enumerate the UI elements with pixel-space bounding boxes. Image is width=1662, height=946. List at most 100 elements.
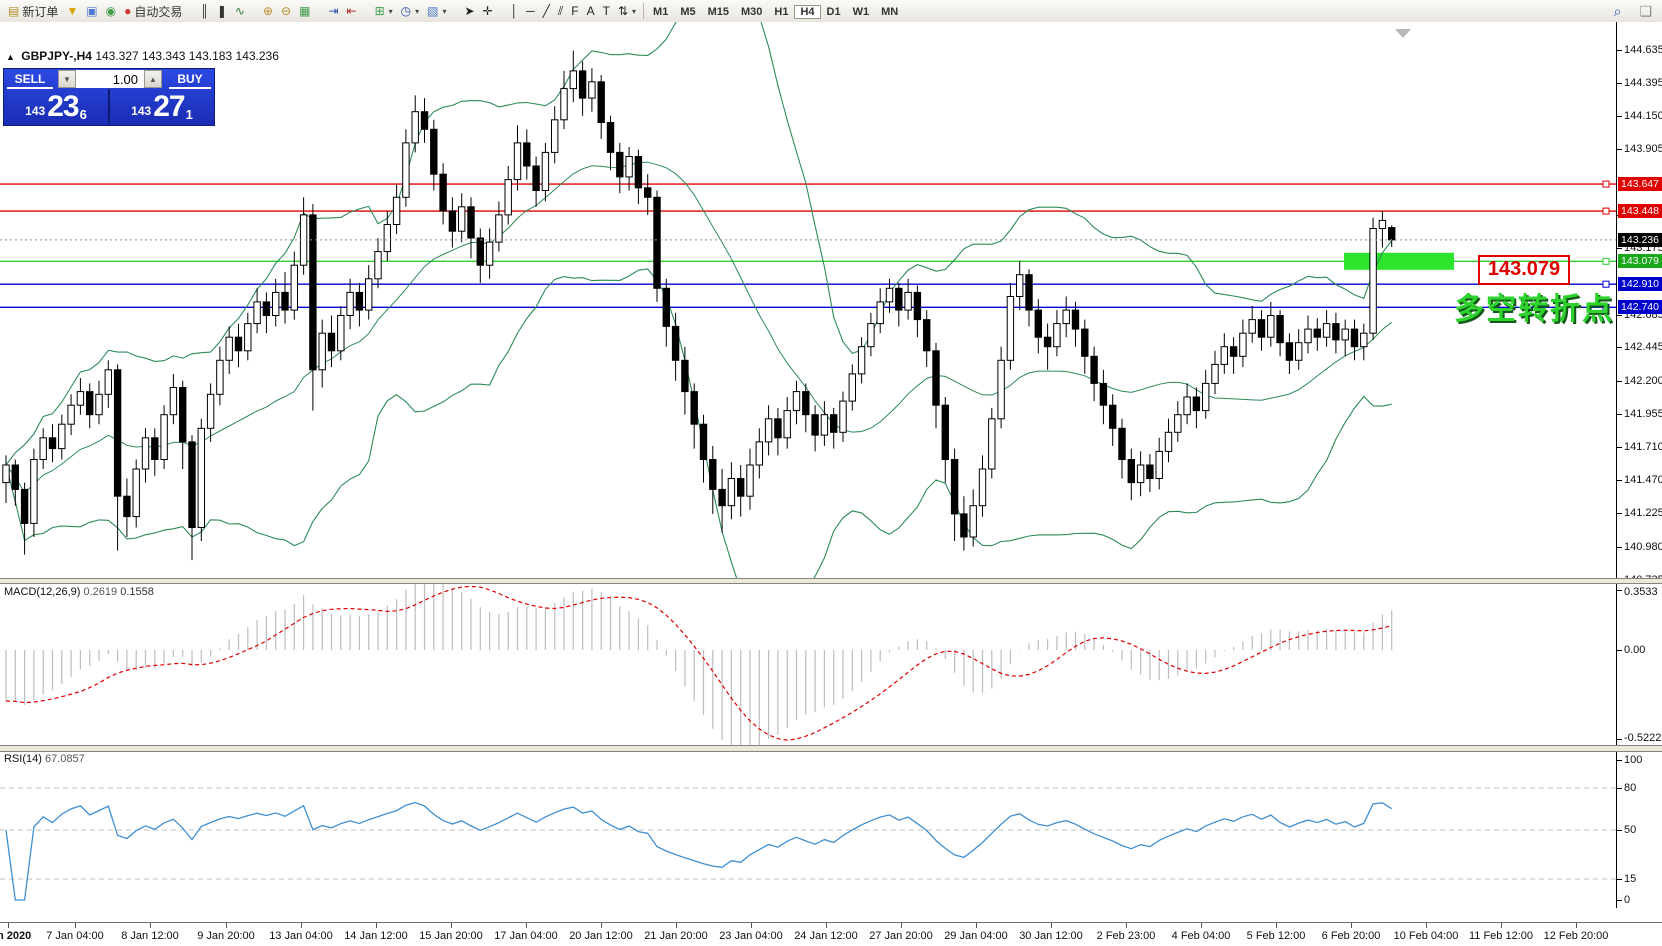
price-badge: 143.236 xyxy=(1618,232,1662,247)
open-value: 143.327 xyxy=(95,49,139,63)
time-axis[interactable]: Jan 2020 7 Jan 04:00 8 Jan 12:00 9 Jan 20:0… xyxy=(0,922,1662,946)
zoom-out-icon: ⊖ xyxy=(281,4,292,18)
pane-divider[interactable] xyxy=(0,578,1662,584)
indicators-button[interactable]: ⊞ ▾ xyxy=(371,3,397,19)
new-order-button[interactable]: ▤ 新订单 xyxy=(4,2,62,21)
buy-button[interactable]: BUY xyxy=(164,69,216,89)
time-label: 21 Jan 20:00 xyxy=(644,930,708,942)
funnel-button[interactable]: ▼ xyxy=(62,3,82,19)
rsi-tick xyxy=(1617,760,1622,761)
time-label: 8 Jan 12:00 xyxy=(121,930,179,942)
cursor-icon: ➤ xyxy=(464,4,475,18)
caret-down-icon: ▾ xyxy=(388,6,393,16)
arrows-button[interactable]: ⇅ ▾ xyxy=(614,3,640,19)
price-tick xyxy=(1617,115,1622,117)
price-tick xyxy=(1617,380,1622,382)
label-button[interactable]: T xyxy=(599,3,614,19)
zoom-out-button[interactable]: ⊖ xyxy=(277,3,295,19)
time-label: 24 Jan 12:00 xyxy=(794,930,858,942)
crosshair-button[interactable]: ✛ xyxy=(479,3,497,19)
tile-windows-button[interactable]: ▦ xyxy=(295,3,314,19)
templates-button[interactable]: ▧ ▾ xyxy=(423,3,450,19)
price-chart-canvas[interactable] xyxy=(0,22,1617,578)
chat-button[interactable]: ❑ xyxy=(1635,3,1656,19)
channel-button[interactable]: ⫽ xyxy=(554,3,567,19)
price-badge: 143.647 xyxy=(1618,177,1662,192)
bar-chart-button[interactable]: ║ xyxy=(196,3,213,19)
timeframe-M1[interactable]: M1 xyxy=(653,6,669,18)
price-tick-label: 144.635 xyxy=(1624,43,1662,56)
arrows-icon: ⇅ xyxy=(617,4,629,18)
time-tick xyxy=(1426,923,1427,928)
buy-price[interactable]: 143 27 1 xyxy=(131,90,193,123)
search-icon: ⌕ xyxy=(1613,3,1622,19)
timeframe-D1[interactable]: D1 xyxy=(826,6,841,18)
macd-tick-label: 0.00 xyxy=(1624,644,1646,656)
timeframe-W1[interactable]: W1 xyxy=(852,6,870,18)
low-value: 143.183 xyxy=(188,49,233,63)
fibonacci-button[interactable]: F xyxy=(567,3,582,19)
autotrade-button-label: 自动交易 xyxy=(134,4,183,19)
vertical-line-button[interactable]: │ xyxy=(507,3,523,19)
horizontal-line-button[interactable]: ─ xyxy=(522,3,539,19)
zoom-in-icon: ⊕ xyxy=(262,4,274,18)
time-label: 29 Jan 04:00 xyxy=(944,930,1008,942)
candlestick-button[interactable]: ❚ xyxy=(213,3,231,19)
zoom-in-button[interactable]: ⊕ xyxy=(259,3,277,19)
time-tick xyxy=(376,923,377,928)
volume-up-button[interactable]: ▲ xyxy=(144,70,162,88)
volume-input[interactable] xyxy=(76,70,144,88)
chart-shift-button[interactable]: ⇤ xyxy=(343,3,361,19)
time-label: 23 Jan 04:00 xyxy=(719,930,783,942)
time-label: Jan 2020 xyxy=(0,930,32,942)
rsi-canvas[interactable] xyxy=(0,752,1617,908)
price-tick xyxy=(1617,479,1622,481)
rsi-label: RSI(14) 67.0857 xyxy=(4,753,85,765)
periods-button[interactable]: ◷ ▾ xyxy=(397,3,424,19)
bar-chart-icon: ║ xyxy=(200,4,209,18)
timeframe-H1[interactable]: H1 xyxy=(774,6,789,18)
text-button[interactable]: A xyxy=(583,3,599,19)
cursor-button[interactable]: ➤ xyxy=(461,3,479,19)
timeframe-M5[interactable]: M5 xyxy=(680,6,696,18)
line-chart-button[interactable]: ∿ xyxy=(231,3,249,19)
time-label: 5 Feb 12:00 xyxy=(1246,930,1306,942)
rsi-tick-label: 80 xyxy=(1624,782,1637,794)
autotrade-button[interactable]: ● 自动交易 xyxy=(120,2,186,21)
publish-button[interactable]: ▣ xyxy=(82,3,101,19)
timeframe-H4[interactable]: H4 xyxy=(794,5,821,19)
time-tick xyxy=(901,923,902,928)
time-tick xyxy=(1126,923,1127,928)
volume-down-button[interactable]: ▼ xyxy=(58,70,76,88)
text-label-icon: T xyxy=(602,4,610,18)
sell-button[interactable]: SELL xyxy=(4,69,56,89)
price-tick-label: 142.200 xyxy=(1624,374,1662,387)
turning-point-annotation[interactable]: 多空转折点 xyxy=(1454,293,1614,326)
sell-price[interactable]: 143 23 6 xyxy=(25,90,87,123)
rsi-tick xyxy=(1617,830,1622,831)
time-label: 7 Jan 04:00 xyxy=(46,930,104,942)
price-tick-label: 140.980 xyxy=(1624,540,1662,553)
rsi-value: 67.0857 xyxy=(44,753,85,765)
price-flag-label[interactable]: 143.079 xyxy=(1478,255,1570,285)
auto-scroll-button[interactable]: ⇥ xyxy=(324,3,342,19)
time-tick xyxy=(301,923,302,928)
signal-button[interactable]: ◉ xyxy=(102,3,120,19)
macd-canvas[interactable] xyxy=(0,584,1617,745)
time-label: 14 Jan 12:00 xyxy=(344,930,408,942)
signal-icon: ◉ xyxy=(105,4,117,18)
timeframe-M15[interactable]: M15 xyxy=(707,6,729,18)
timeframe-MN[interactable]: MN xyxy=(881,6,899,18)
price-tick xyxy=(1617,149,1622,150)
time-label: 4 Feb 04:00 xyxy=(1171,930,1231,942)
pane-divider[interactable] xyxy=(0,745,1662,752)
trendline-button[interactable]: ╱ xyxy=(539,3,554,19)
search-button[interactable]: ⌕ xyxy=(1610,3,1626,19)
timeframe-M30[interactable]: M30 xyxy=(741,6,763,18)
toolbar-separator xyxy=(643,3,645,19)
macd-pane: MACD(12,26,9) 0.2619 0.1558 0.3533 0.00 -0… xyxy=(0,584,1662,745)
time-tick xyxy=(976,923,977,928)
timeframe-buttons: M1 M5 M15 M30 H1 H4 D1 W1 MN xyxy=(647,4,904,19)
time-label: 2 Feb 23:00 xyxy=(1096,930,1156,942)
price-tick xyxy=(1617,248,1622,250)
